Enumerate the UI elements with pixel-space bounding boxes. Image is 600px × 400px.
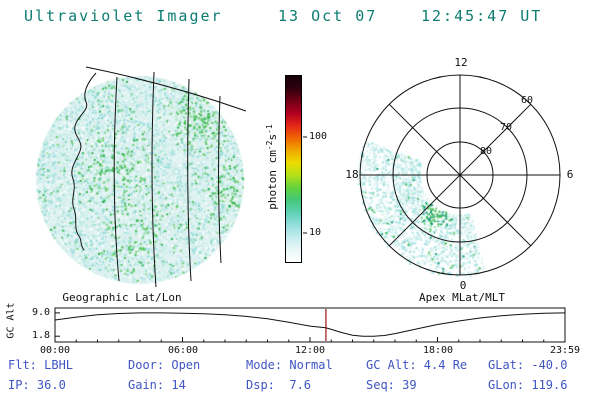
ytick-label-9: 9.0 (31, 307, 50, 318)
mlat-label-60: 60 (521, 95, 534, 106)
xtick-2359: 23:59 (549, 345, 581, 356)
strip-chart-box (54, 307, 566, 343)
colorbar-gradient (286, 76, 301, 262)
status-gain: Gain: 14 (128, 378, 186, 392)
status-glat: GLat: -40.0 (488, 358, 568, 372)
header-time: 12:45:47 UT (421, 7, 543, 25)
status-gc-alt: GC Alt: 4.4 Re (366, 358, 468, 372)
status-ip: IP: 36.0 (8, 378, 66, 392)
colorbar-label-mid: s (266, 133, 279, 141)
strip-chart-ylabel: GC Alt (5, 302, 17, 339)
colorbar-label-prefix: photon cm (266, 150, 279, 210)
status-mode: Mode: Normal (246, 358, 333, 372)
uv-disk-image (32, 72, 248, 288)
page-title: Ultraviolet Imager (24, 7, 223, 25)
status-seq: Seq: 39 (366, 378, 417, 392)
gc-alt-curve (54, 312, 566, 337)
mlt-label-0: 0 (459, 279, 467, 292)
mlt-label-18: 18 (345, 168, 359, 181)
ytick-label-1-8: 1.8 (31, 330, 50, 341)
disk-caption: Geographic Lat/Lon (62, 291, 182, 304)
status-flt: Flt: LBHL (8, 358, 74, 372)
mlt-label-6: 6 (566, 168, 574, 181)
colorbar-label-exp1: -2 (265, 140, 274, 151)
xtick-1800: 18:00 (422, 345, 454, 356)
colorbar (285, 75, 302, 263)
xtick-1200: 12:00 (294, 345, 326, 356)
colorbar-tick-100: 100 (309, 131, 328, 142)
status-door: Door: Open (128, 358, 201, 372)
xtick-0600: 06:00 (167, 345, 199, 356)
mlat-label-80: 80 (480, 146, 493, 157)
mlt-label-12: 12 (454, 56, 468, 69)
status-dsp: Dsp: 7.6 (246, 378, 312, 392)
colorbar-label-exp2: -1 (265, 124, 274, 134)
xtick-0000: 00:00 (39, 345, 71, 356)
colorbar-label: photon cm-2s-1 (265, 87, 279, 247)
colorbar-tick-10: 10 (309, 227, 322, 238)
aurora-image (350, 65, 570, 285)
mlat-label-70: 70 (500, 122, 513, 133)
polar-caption: Apex MLat/MLT (418, 291, 506, 304)
status-glon: GLon: 119.6 (488, 378, 568, 392)
header-date: 13 Oct 07 (278, 7, 378, 25)
